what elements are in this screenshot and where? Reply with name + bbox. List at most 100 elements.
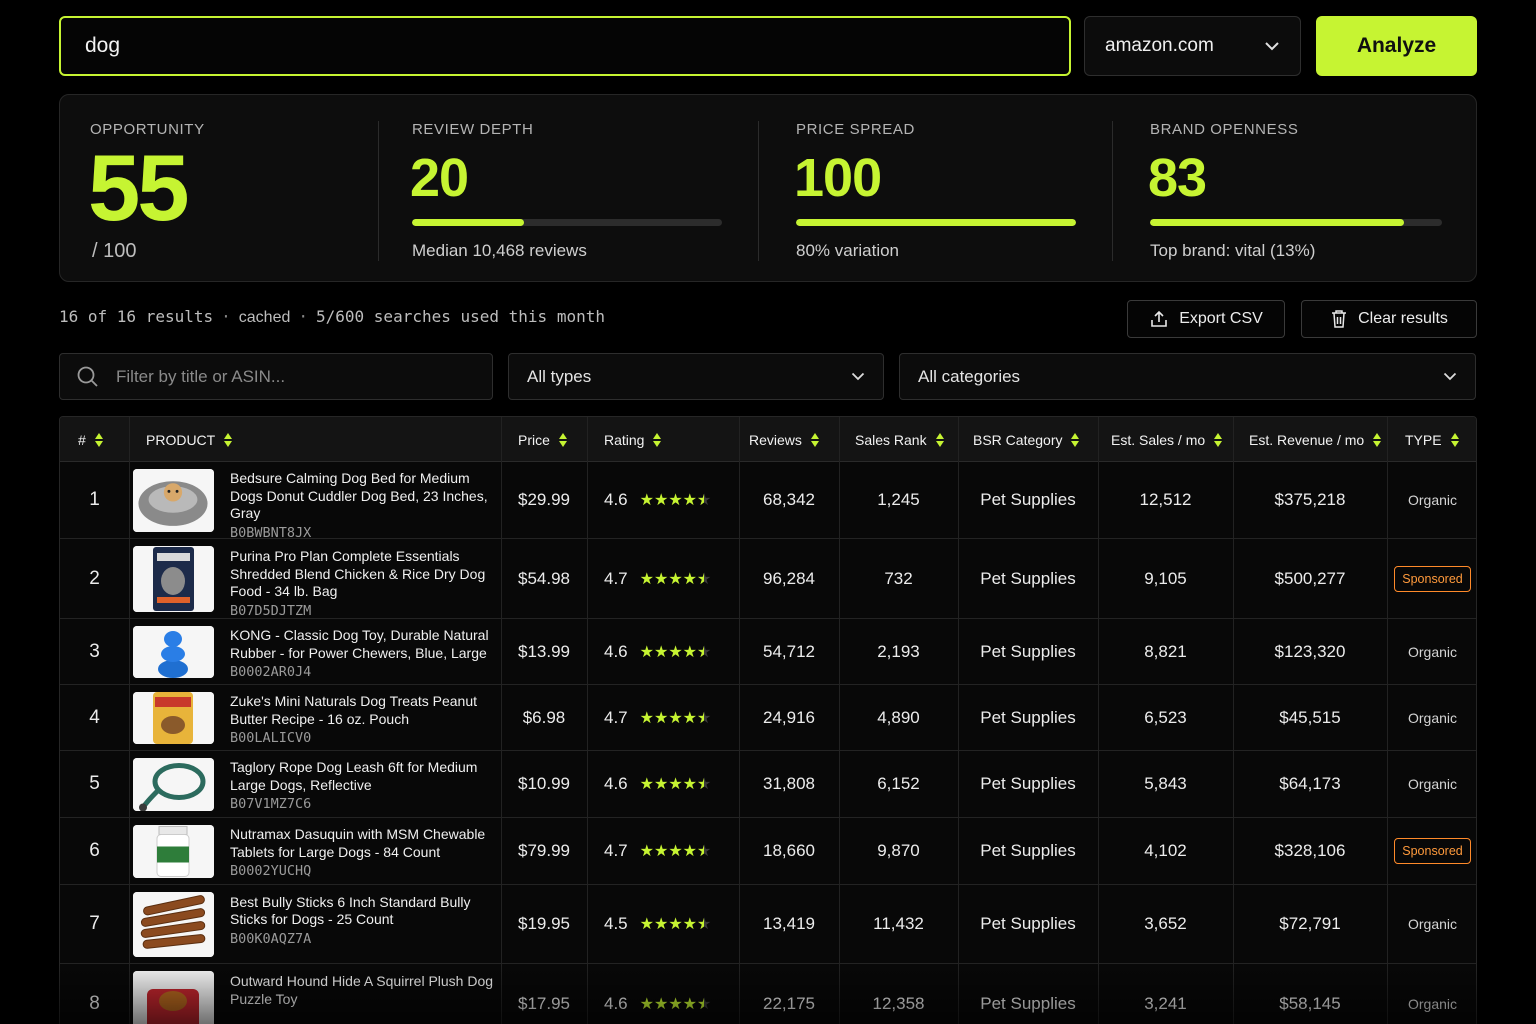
- sales-rank-cell: 1,245: [877, 490, 920, 509]
- reviews-cell: 18,660: [763, 841, 815, 860]
- upload-icon: [1151, 310, 1168, 327]
- results-table: # PRODUCT Price Rating Reviews Sales Ran…: [59, 416, 1477, 1024]
- opportunity-value: 55: [88, 135, 190, 240]
- column-header-product[interactable]: PRODUCT: [146, 417, 233, 462]
- rating-cell: 4.5★★★★★★: [587, 885, 739, 963]
- star-full-icon: ★: [682, 995, 698, 1013]
- column-divider: [739, 417, 740, 1024]
- column-divider: [129, 417, 130, 1024]
- table-row[interactable]: 1 Bedsure Calming Dog Bed for Medium Dog…: [60, 462, 1476, 541]
- est-revenue-cell: $45,515: [1279, 707, 1341, 727]
- column-divider: [958, 417, 959, 1024]
- product-title[interactable]: Bedsure Calming Dog Bed for Medium Dogs …: [230, 470, 488, 521]
- search-query-input[interactable]: dog: [59, 16, 1071, 76]
- row-index: 5: [89, 773, 100, 794]
- column-header-est-revenue[interactable]: Est. Revenue / mo: [1249, 417, 1382, 462]
- column-header-type[interactable]: TYPE: [1405, 417, 1460, 462]
- column-header-price[interactable]: Price: [518, 417, 568, 462]
- review-depth-label: REVIEW DEPTH: [412, 121, 534, 138]
- rating-value: 4.6: [604, 993, 628, 1013]
- product-thumbnail[interactable]: [133, 626, 214, 678]
- price-cell: $79.99: [518, 841, 570, 860]
- score-panel: OPPORTUNITY 55 / 100 REVIEW DEPTH 20 Med…: [59, 94, 1477, 282]
- column-header-sales-rank[interactable]: Sales Rank: [855, 417, 945, 462]
- brand-openness-value: 83: [1148, 148, 1207, 208]
- column-header-reviews[interactable]: Reviews: [749, 417, 820, 462]
- star-full-icon: ★: [668, 709, 683, 727]
- bsr-category-cell: Pet Supplies: [980, 641, 1076, 661]
- product-thumbnail[interactable]: [133, 758, 214, 811]
- table-row[interactable]: 3 KONG - Classic Dog Toy, Durable Natura…: [60, 619, 1476, 685]
- column-header-index[interactable]: #: [78, 417, 104, 462]
- product-title[interactable]: Zuke's Mini Naturals Dog Treats Peanut B…: [230, 693, 478, 727]
- star-full-icon: ★: [668, 995, 683, 1013]
- column-divider: [587, 417, 588, 1024]
- product-title[interactable]: KONG - Classic Dog Toy, Durable Natural …: [230, 627, 489, 661]
- table-row[interactable]: 6 Nutramax Dasuquin with MSM Chewable Ta…: [60, 818, 1476, 885]
- rating-value: 4.7: [604, 841, 628, 860]
- star-half-icon: ★★: [697, 643, 712, 661]
- category-filter-select[interactable]: All categories: [899, 353, 1476, 400]
- opportunity-max: / 100: [92, 240, 137, 262]
- star-full-icon: ★: [668, 843, 683, 860]
- column-header-bsr-category[interactable]: BSR Category: [973, 417, 1080, 462]
- analyze-button[interactable]: Analyze: [1316, 16, 1477, 76]
- search-icon: [77, 366, 98, 387]
- product-thumbnail[interactable]: [133, 469, 214, 532]
- table-row[interactable]: 2 Purina Pro Plan Complete Essentials Sh…: [60, 539, 1476, 619]
- product-title[interactable]: Nutramax Dasuquin with MSM Chewable Tabl…: [230, 826, 486, 860]
- review-depth-value: 20: [410, 148, 469, 208]
- product-thumbnail[interactable]: [133, 892, 214, 957]
- export-csv-button[interactable]: Export CSV: [1127, 300, 1285, 338]
- product-thumbnail[interactable]: [133, 546, 214, 612]
- chevron-down-icon: [1265, 42, 1279, 51]
- column-header-label: #: [78, 431, 86, 448]
- price-cell: $29.99: [518, 490, 570, 509]
- product-title[interactable]: Best Bully Sticks 6 Inch Standard Bully …: [230, 893, 471, 928]
- est-revenue-cell: $72,791: [1279, 914, 1341, 933]
- rating-stars: ★★★★★★: [640, 994, 712, 1014]
- star-full-icon: ★: [653, 570, 669, 588]
- bsr-category-cell: Pet Supplies: [980, 993, 1076, 1013]
- sort-icon: [94, 432, 104, 448]
- product-title[interactable]: Purina Pro Plan Complete Essentials Shre…: [230, 548, 486, 599]
- row-index: 2: [89, 567, 100, 589]
- est-revenue-cell: $123,320: [1274, 641, 1346, 661]
- sort-icon: [224, 432, 233, 448]
- product-asin: B0002AR0J4: [230, 664, 312, 680]
- est-sales-cell: 12,512: [1139, 490, 1192, 509]
- export-csv-label: Export CSV: [1179, 310, 1263, 327]
- marketplace-select[interactable]: amazon.com: [1084, 16, 1301, 76]
- cache-status: cached: [238, 309, 291, 326]
- price-cell: $6.98: [522, 707, 566, 727]
- opportunity-metric: OPPORTUNITY 55 / 100: [60, 95, 378, 283]
- product-title[interactable]: Outward Hound Hide A Squirrel Plush Dog …: [230, 973, 494, 1007]
- column-header-rating[interactable]: Rating: [604, 417, 662, 462]
- rating-value: 4.6: [604, 490, 628, 509]
- table-row[interactable]: 7 Best Bully Sticks 6 Inch Standard Bull…: [60, 885, 1476, 964]
- sort-icon: [935, 432, 945, 448]
- chevron-down-icon: [1443, 372, 1457, 381]
- chevron-down-icon: [851, 372, 865, 381]
- product-title[interactable]: Taglory Rope Dog Leash 6ft for Medium La…: [230, 759, 478, 793]
- reviews-cell: 22,175: [763, 993, 815, 1013]
- table-row[interactable]: 5 Taglory Rope Dog Leash 6ft for Medium …: [60, 751, 1476, 818]
- filter-search-input[interactable]: Filter by title or ASIN...: [59, 353, 493, 400]
- product-thumbnail[interactable]: [133, 692, 214, 744]
- type-badge-sponsored: Sponsored: [1394, 838, 1471, 864]
- rating-cell: 4.7★★★★★★: [587, 539, 739, 618]
- est-revenue-cell: $500,277: [1274, 568, 1346, 588]
- product-thumbnail[interactable]: [133, 825, 214, 878]
- price-cell: $10.99: [518, 774, 570, 793]
- product-asin: B07V1MZ7C6: [230, 796, 312, 812]
- table-row[interactable]: 8 Outward Hound Hide A Squirrel Plush Do…: [60, 964, 1476, 1024]
- clear-results-button[interactable]: Clear results: [1301, 300, 1477, 338]
- type-filter-select[interactable]: All types: [508, 353, 884, 400]
- column-header-est-sales[interactable]: Est. Sales / mo: [1111, 417, 1223, 462]
- star-full-icon: ★: [653, 776, 669, 793]
- sales-rank-cell: 9,870: [877, 841, 920, 860]
- marketplace-value: amazon.com: [1105, 35, 1214, 56]
- table-row[interactable]: 4 Zuke's Mini Naturals Dog Treats Peanut…: [60, 685, 1476, 751]
- product-thumbnail[interactable]: [133, 971, 214, 1024]
- est-revenue-cell: $375,218: [1274, 490, 1346, 509]
